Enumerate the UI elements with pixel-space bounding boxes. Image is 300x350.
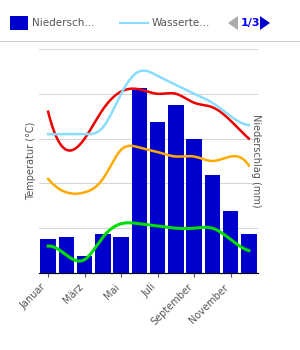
Bar xyxy=(10,16,28,30)
Bar xyxy=(186,139,202,273)
Bar xyxy=(95,234,111,273)
Bar xyxy=(58,237,74,273)
Polygon shape xyxy=(228,16,238,30)
Y-axis label: Niederschlag (mm): Niederschlag (mm) xyxy=(251,114,261,208)
Bar xyxy=(241,234,256,273)
Bar xyxy=(40,239,56,273)
Text: Wasserte...: Wasserte... xyxy=(152,18,210,28)
Bar xyxy=(223,211,239,273)
Bar xyxy=(132,88,147,273)
Bar xyxy=(150,122,165,273)
Text: Niedersch...: Niedersch... xyxy=(32,18,94,28)
Bar xyxy=(113,237,129,273)
Polygon shape xyxy=(260,16,270,30)
Text: 1/3: 1/3 xyxy=(240,18,260,28)
Bar xyxy=(205,175,220,273)
Bar xyxy=(168,105,184,273)
Bar xyxy=(77,256,92,273)
Y-axis label: Temperatur (°C): Temperatur (°C) xyxy=(26,122,36,200)
